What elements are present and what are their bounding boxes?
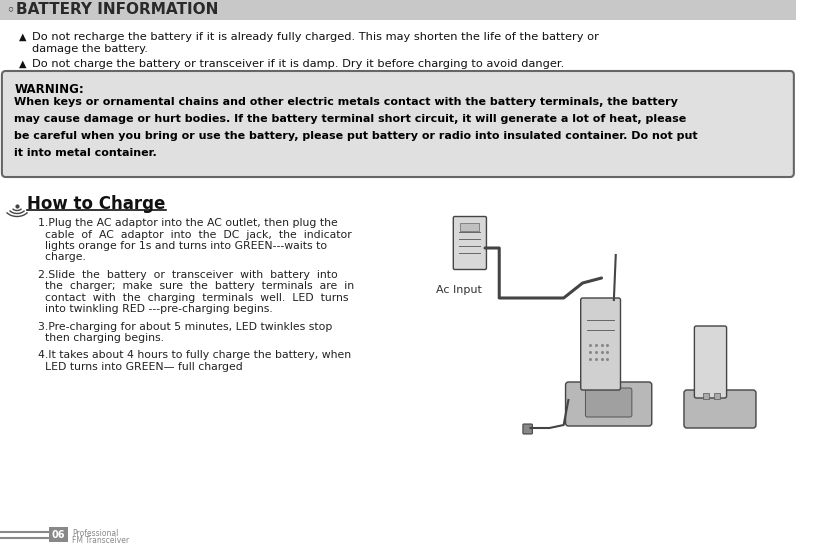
Text: Do not charge the battery or transceiver if it is damp. Dry it before charging t: Do not charge the battery or transceiver…	[32, 59, 564, 69]
Text: 06: 06	[52, 530, 66, 540]
FancyBboxPatch shape	[565, 382, 652, 426]
Text: charge.: charge.	[38, 253, 86, 262]
Text: lights orange for 1s and turns into GREEN---waits to: lights orange for 1s and turns into GREE…	[38, 241, 327, 251]
FancyBboxPatch shape	[695, 326, 727, 398]
FancyBboxPatch shape	[714, 393, 720, 399]
Text: then charging begins.: then charging begins.	[38, 333, 164, 343]
Text: How to Charge: How to Charge	[27, 195, 165, 213]
Text: ◦: ◦	[7, 3, 14, 16]
Text: it into metal container.: it into metal container.	[14, 148, 157, 158]
Text: ▲: ▲	[19, 59, 26, 69]
FancyBboxPatch shape	[703, 393, 709, 399]
Text: Do not recharge the battery if it is already fully charged. This may shorten the: Do not recharge the battery if it is alr…	[32, 32, 599, 42]
FancyBboxPatch shape	[50, 527, 68, 542]
Text: Ac Input: Ac Input	[436, 285, 481, 295]
FancyBboxPatch shape	[523, 424, 533, 434]
Text: FM Transceiver: FM Transceiver	[72, 536, 129, 545]
Text: Professional: Professional	[72, 529, 118, 538]
FancyBboxPatch shape	[684, 390, 756, 428]
Text: BATTERY INFORMATION: BATTERY INFORMATION	[16, 3, 218, 18]
FancyBboxPatch shape	[2, 71, 794, 177]
Text: be careful when you bring or use the battery, please put battery or radio into i: be careful when you bring or use the bat…	[14, 131, 698, 141]
FancyBboxPatch shape	[580, 298, 621, 390]
FancyBboxPatch shape	[0, 0, 795, 20]
Text: 4.It takes about 4 hours to fully charge the battery, when: 4.It takes about 4 hours to fully charge…	[38, 350, 351, 360]
Text: 2.Slide  the  battery  or  transceiver  with  battery  into: 2.Slide the battery or transceiver with …	[38, 270, 338, 279]
FancyBboxPatch shape	[454, 216, 486, 270]
FancyBboxPatch shape	[585, 388, 632, 417]
Text: the  charger;  make  sure  the  battery  terminals  are  in: the charger; make sure the battery termi…	[38, 281, 354, 291]
FancyBboxPatch shape	[460, 223, 480, 231]
Text: may cause damage or hurt bodies. If the battery terminal short circuit, it will : may cause damage or hurt bodies. If the …	[14, 114, 686, 124]
Text: cable  of  AC  adaptor  into  the  DC  jack,  the  indicator: cable of AC adaptor into the DC jack, th…	[38, 230, 352, 239]
Text: LED turns into GREEN— full charged: LED turns into GREEN— full charged	[38, 362, 243, 372]
Text: damage the battery.: damage the battery.	[32, 44, 148, 54]
Text: contact  with  the  charging  terminals  well.  LED  turns: contact with the charging terminals well…	[38, 293, 349, 302]
Text: 3.Pre-charging for about 5 minutes, LED twinkles stop: 3.Pre-charging for about 5 minutes, LED …	[38, 322, 333, 332]
Text: When keys or ornamental chains and other electric metals contact with the batter: When keys or ornamental chains and other…	[14, 97, 678, 107]
Text: WARNING:: WARNING:	[14, 83, 84, 96]
Text: ▲: ▲	[19, 32, 26, 42]
Text: 1.Plug the AC adaptor into the AC outlet, then plug the: 1.Plug the AC adaptor into the AC outlet…	[38, 218, 338, 228]
Text: into twinkling RED ---pre-charging begins.: into twinkling RED ---pre-charging begin…	[38, 304, 273, 314]
